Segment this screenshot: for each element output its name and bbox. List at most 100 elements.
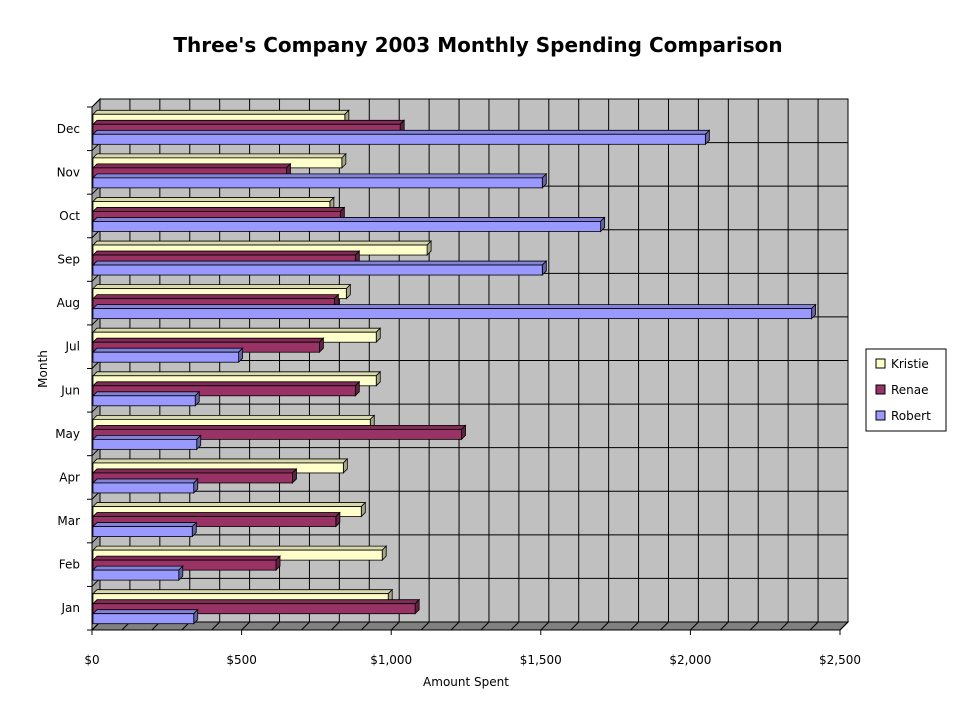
bar-renae-jun — [92, 380, 361, 397]
bar-top-face — [92, 609, 199, 615]
gridline-floor — [211, 621, 221, 631]
bar-front-face — [92, 482, 195, 494]
gridline-floor — [331, 621, 340, 631]
gridline-floor — [630, 621, 639, 631]
bar-top-face — [92, 424, 467, 430]
bar-top-face — [92, 347, 244, 353]
bar-renae-dec — [92, 119, 406, 136]
gridline-floor — [809, 621, 819, 631]
bar-kristie-jun — [92, 370, 382, 387]
bar-top-face — [92, 294, 340, 300]
bar-front-face — [92, 177, 543, 189]
y-tick-label-mar: Mar — [57, 514, 80, 528]
bar-renae-may — [92, 424, 467, 441]
gridline-floor — [600, 621, 609, 631]
bar-top-face — [92, 173, 548, 179]
bar-front-face — [92, 559, 277, 571]
bar-top-face — [92, 512, 341, 517]
gridline-floor — [510, 621, 520, 631]
gridline-floor — [241, 621, 250, 631]
legend-label-robert: Robert — [891, 409, 931, 423]
bar-robert-jan — [92, 608, 199, 625]
legend-swatch-kristie — [875, 358, 886, 369]
bar-top-face — [92, 434, 202, 440]
bar-robert-feb — [92, 565, 184, 582]
x-tick-label: $1,000 — [370, 653, 412, 667]
bar-top-face — [92, 478, 199, 484]
bar-front-face — [92, 526, 193, 537]
bar-front-face — [92, 221, 602, 232]
bar-top-face — [92, 250, 361, 256]
y-tick-label-oct: Oct — [59, 209, 80, 223]
gridline-floor — [779, 621, 789, 631]
bar-kristie-aug — [92, 283, 352, 300]
bar-front-face — [92, 438, 198, 450]
gridline-floor — [540, 621, 550, 631]
bar-robert-jun — [92, 390, 201, 407]
bar-front-face — [92, 385, 356, 397]
bar-top-face — [92, 109, 350, 115]
bar-front-face — [92, 264, 543, 276]
bar-top-face — [92, 119, 406, 125]
bar-robert-apr — [92, 477, 199, 494]
y-axis-label: Month — [36, 350, 50, 388]
bar-kristie-oct — [92, 196, 335, 213]
bar-robert-may — [92, 434, 202, 451]
legend-swatch-robert — [875, 410, 886, 421]
bar-renae-jan — [92, 598, 421, 615]
x-tick-labels: $0 $500 $1,000 $1,500 $2,000 $2,500 — [84, 653, 861, 667]
chart-title: Three's Company 2003 Monthly Spending Co… — [173, 33, 782, 57]
bars — [92, 109, 817, 625]
bar-top-face — [92, 284, 352, 290]
legend-label-kristie: Kristie — [891, 357, 929, 371]
y-tick-label-apr: Apr — [59, 470, 80, 484]
bar-top-face — [92, 565, 184, 571]
gridline-side — [91, 98, 101, 108]
x-tick-label: $1,500 — [520, 653, 562, 667]
bar-kristie-nov — [92, 152, 347, 169]
bar-top-face — [92, 337, 325, 343]
bar-top-face — [92, 197, 335, 202]
y-tick-label-nov: Nov — [57, 165, 80, 179]
bar-kristie-mar — [92, 501, 367, 518]
y-tick-label-may: May — [55, 427, 80, 441]
y-tick-label-aug: Aug — [57, 296, 80, 310]
bar-front-face — [92, 428, 462, 440]
y-tick-label-dec: Dec — [57, 122, 80, 136]
bar-front-face — [92, 395, 196, 407]
gridline-floor — [390, 621, 400, 631]
bar-top-face — [92, 371, 382, 377]
bar-top-face — [92, 260, 548, 266]
bar-renae-sep — [92, 250, 361, 267]
x-tick-label: $500 — [226, 653, 257, 667]
floor — [90, 621, 850, 631]
bar-kristie-sep — [92, 240, 433, 257]
gridline-floor — [271, 621, 280, 631]
bar-top-face — [92, 217, 606, 222]
gridline-floor — [420, 621, 430, 631]
bar-top-face — [92, 555, 281, 561]
x-axis-label: Amount Spent — [423, 675, 509, 689]
bar-top-face — [92, 381, 361, 387]
x-tick-label: $2,500 — [819, 653, 861, 667]
axes — [87, 106, 841, 635]
bar-kristie-feb — [92, 545, 388, 562]
legend-label-renae: Renae — [891, 383, 929, 397]
y-tick-label-jun: Jun — [60, 383, 80, 397]
bar-robert-jul — [92, 347, 244, 364]
bar-top-face — [92, 391, 201, 397]
x-tick-label: $0 — [84, 653, 99, 667]
y-tick-labels: Jan Feb Mar Apr May Jun Jul Aug Sep Oct Nov Dec — [55, 122, 80, 615]
bar-top-face — [92, 129, 711, 135]
bar-front-face — [92, 351, 240, 363]
bar-top-face — [92, 304, 817, 310]
bar-top-face — [92, 327, 382, 333]
bar-kristie-jul — [92, 327, 382, 344]
bar-renae-mar — [92, 511, 341, 528]
bar-top-face — [92, 458, 349, 464]
gridline-floor — [690, 621, 699, 631]
gridline-floor — [480, 621, 490, 631]
bar-top-face — [92, 502, 367, 507]
bar-robert-nov — [92, 172, 548, 189]
